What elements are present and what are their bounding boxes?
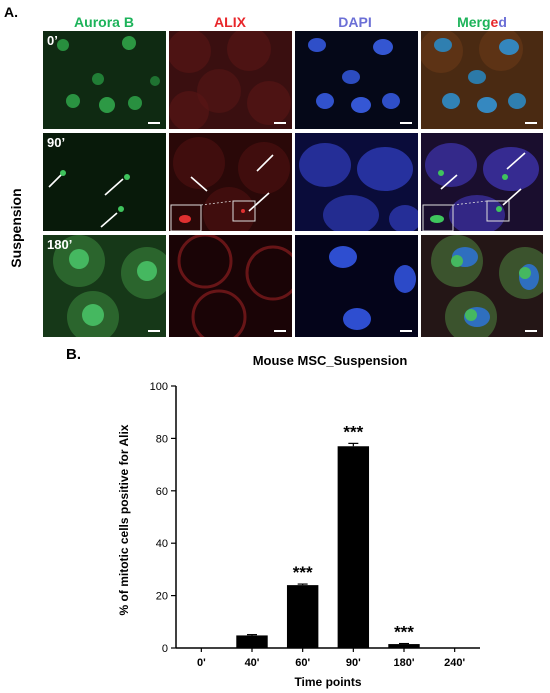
merged-part-2: e (490, 14, 499, 30)
chart-title: Mouse MSC_Suspension (252, 353, 408, 368)
micrograph-2-dapi (294, 234, 419, 338)
micrograph-1-alix (168, 132, 293, 232)
x-axis-label: Time points (294, 675, 361, 689)
micrograph-2-merged-image (431, 235, 543, 337)
row-0-time-label: 0’ (47, 33, 58, 48)
chart-layer: 0 20 40 60 80 100 0' 40' 60' *** 90' *** 180' *** 240' (150, 381, 480, 669)
micrograph-1-merged (420, 132, 544, 232)
bar (286, 585, 319, 648)
scale-bar (148, 122, 160, 124)
x-tick-label: 90' (346, 657, 361, 669)
significance-marker: *** (293, 563, 313, 582)
x-tick-label: 240' (444, 657, 465, 669)
panel-b-label: B. (66, 346, 81, 363)
y-tick-label: 20 (156, 591, 168, 603)
micrograph-1-aurora-b-image (48, 170, 130, 228)
scale-bar (525, 330, 537, 332)
micrograph-0-alix (168, 30, 293, 130)
merged-part-3: d (498, 14, 507, 30)
y-tick-label: 80 (156, 433, 168, 445)
panel-a-label: A. (4, 4, 18, 20)
scale-bar (400, 330, 412, 332)
column-header-dapi: DAPI (338, 14, 372, 30)
micrograph-2-merged (420, 234, 544, 338)
column-header-alix: ALIX (214, 14, 246, 30)
micrograph-0-merged (420, 30, 544, 130)
x-tick-label: 60' (295, 657, 310, 669)
x-tick-label: 0' (197, 657, 206, 669)
micrograph-0-dapi (294, 30, 419, 130)
column-header-aurora-b: Aurora B (74, 14, 134, 30)
bar (236, 635, 268, 648)
micrograph-1-aurora-b: 90’ (42, 132, 167, 232)
bar (337, 446, 370, 648)
bar (388, 644, 420, 648)
micrograph-2-aurora-b-image (53, 235, 166, 337)
row-2-time-label: 180’ (47, 237, 73, 252)
scale-bar (274, 122, 286, 124)
micrograph-0-merged-image (421, 31, 526, 113)
significance-marker: *** (343, 422, 363, 441)
micrograph-2-aurora-b: 180’ (42, 234, 167, 338)
row-group-label-wrapper: Suspension (6, 130, 26, 330)
y-tick-label: 40 (156, 538, 168, 550)
micrograph-2-alix-image (177, 235, 292, 337)
x-tick-label: 180' (394, 657, 415, 669)
y-tick-label: 0 (162, 643, 168, 655)
merged-part-1: Merg (457, 14, 491, 30)
micrograph-0-aurora-b: 0’ (42, 30, 167, 130)
micrograph-1-dapi (294, 132, 419, 232)
x-tick-label: 40' (245, 657, 260, 669)
scale-bar (274, 330, 286, 332)
micrograph-1-merged-image (422, 143, 539, 231)
y-tick-label: 60 (156, 486, 168, 498)
bar-chart: 0 20 40 60 80 100 0' 40' 60' *** 90' *** 180' *** 240'… (117, 381, 480, 689)
y-axis-label: % of mitotic cells positive for Alix (117, 424, 131, 615)
row-group-label: Suspension (8, 188, 24, 268)
micrograph-0-aurora-b-image (57, 36, 160, 113)
micrograph-2-alix (168, 234, 293, 338)
row-1-time-label: 90’ (47, 135, 66, 150)
micrograph-grid: 0’ (42, 30, 544, 340)
micrograph-2-dapi-image (329, 246, 416, 330)
y-tick-label: 100 (150, 381, 168, 393)
micrograph-1-alix-image (170, 137, 290, 231)
micrograph-0-alix-image (169, 31, 291, 129)
micrograph-1-dapi-image (299, 143, 418, 231)
scale-bar (525, 122, 537, 124)
significance-marker: *** (394, 623, 414, 642)
scale-bar (148, 330, 160, 332)
column-header-merged: Merged (420, 14, 544, 30)
scale-bar (400, 122, 412, 124)
micrograph-0-dapi-image (308, 38, 400, 113)
